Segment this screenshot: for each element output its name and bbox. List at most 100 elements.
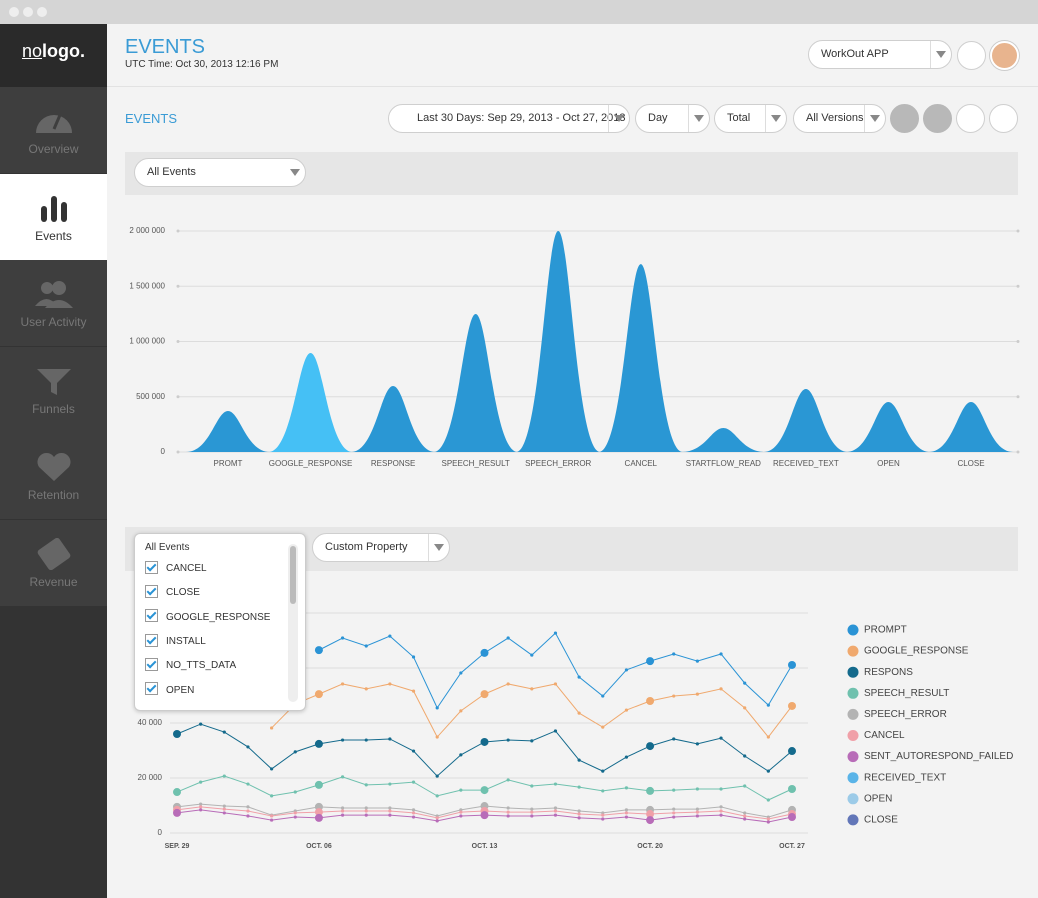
grid-dot [1017,340,1020,343]
grid-dot [177,451,180,454]
point [578,675,581,678]
checkbox[interactable] [145,634,158,647]
point [270,726,273,729]
dropdown-item[interactable]: OPEN [145,681,194,701]
point [459,811,462,814]
point [530,739,533,742]
point [365,783,368,786]
point [578,785,581,788]
checkbox[interactable] [145,609,158,622]
point [294,750,297,753]
point [696,787,699,790]
point [341,775,344,778]
point [223,811,226,814]
point [173,730,181,738]
dropdown-item[interactable]: GOOGLE_RESPONSE [145,608,270,628]
point [767,735,770,738]
point [412,808,415,811]
point [507,811,510,814]
peak [434,314,518,452]
legend-swatch [848,793,859,804]
legend-label: SPEECH_RESULT [864,688,949,699]
dropdown-item[interactable]: NO_TTS_DATA [145,656,236,676]
point [696,693,699,696]
point [270,794,273,797]
item-label: INSTALL [166,636,206,647]
grid-dot [177,230,180,233]
x-tick-label: CLOSE [957,459,984,468]
x-tick-label: CANCEL [625,459,658,468]
point [388,635,391,638]
legend-label: OPEN [864,793,892,804]
series-line [177,724,792,776]
point [554,809,557,812]
checkbox[interactable] [145,682,158,695]
point [315,814,323,822]
legend-swatch [848,646,859,657]
point [436,735,439,738]
series-line [272,684,792,737]
point [223,774,226,777]
point [315,646,323,654]
point [625,668,628,671]
legend-swatch [848,625,859,636]
point [554,782,557,785]
point [625,786,628,789]
point [672,652,675,655]
point [578,809,581,812]
item-label: CLOSE [166,587,200,598]
point [743,817,746,820]
point [388,737,391,740]
point [341,806,344,809]
point [625,756,628,759]
point [646,657,654,665]
point [530,814,533,817]
point [554,631,557,634]
point [696,807,699,810]
grid-dot [1017,230,1020,233]
point [388,809,391,812]
point [743,811,746,814]
point [554,682,557,685]
point [530,653,533,656]
point [436,706,439,709]
x-tick-label: OCT. 06 [306,843,332,850]
point [767,770,770,773]
legend-label: SENT_AUTORESPOND_FAILED [864,751,1013,762]
checkbox[interactable] [145,585,158,598]
dropdown-item[interactable]: INSTALL [145,632,206,652]
item-label: GOOGLE_RESPONSE [166,612,270,623]
point [341,682,344,685]
point [270,767,273,770]
point [743,814,746,817]
point [315,690,323,698]
dropdown-item[interactable]: CANCEL [145,559,207,579]
x-tick-label: SEP. 29 [165,843,190,850]
dropdown-item[interactable]: CLOSE [145,583,200,603]
x-tick-label: RESPONSE [371,459,415,468]
peak [351,386,435,452]
point [459,789,462,792]
point [481,649,489,657]
point [365,738,368,741]
scroll-thumb[interactable] [290,546,296,604]
point [719,805,722,808]
grid-dot [1017,395,1020,398]
item-label: CANCEL [166,563,207,574]
point [436,816,439,819]
point [246,745,249,748]
grid-dot [1017,285,1020,288]
legend-label: CLOSE [864,815,898,826]
scrollbar[interactable] [288,544,298,702]
y-tick-label: 1 500 000 [129,281,165,290]
checkbox[interactable] [145,561,158,574]
checkbox[interactable] [145,658,158,671]
point [601,789,604,792]
point [646,816,654,824]
dropdown-title: All Events [145,538,189,558]
peak [599,264,683,452]
y-tick-label: 40 000 [138,718,163,727]
point [625,708,628,711]
point [365,644,368,647]
point [388,806,391,809]
